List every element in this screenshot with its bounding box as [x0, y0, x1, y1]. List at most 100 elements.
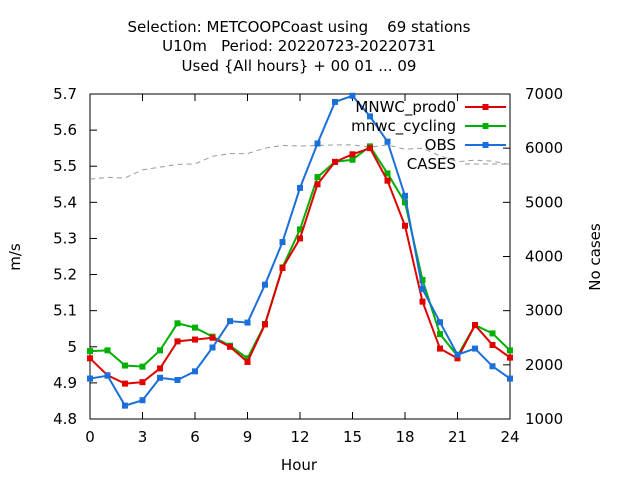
- y-tick-label: 5.4: [53, 193, 77, 211]
- x-tick-label: 15: [343, 428, 362, 446]
- legend-marker-obs: [482, 142, 489, 148]
- y-axis-label: m/s: [6, 243, 24, 271]
- data-point-mnwc-prod0: [314, 181, 321, 188]
- y-tick-label: 4.8: [53, 410, 77, 428]
- data-point-mnwc-prod0: [454, 355, 461, 362]
- data-point-obs: [227, 318, 233, 325]
- y-tick-label: 5.2: [53, 266, 77, 284]
- data-point-obs: [332, 98, 338, 105]
- data-point-mnwc-cycling: [192, 324, 198, 331]
- data-point-mnwc-cycling: [349, 156, 356, 163]
- legend-marker-mnwc-cycling: [482, 123, 489, 129]
- data-point-obs: [402, 192, 408, 199]
- data-point-mnwc-prod0: [122, 380, 128, 387]
- x-tick-label: 9: [243, 428, 253, 446]
- data-point-obs: [244, 319, 251, 326]
- y2-tick-label: 6000: [525, 139, 563, 157]
- data-point-mnwc-prod0: [349, 151, 356, 158]
- data-point-mnwc-cycling: [384, 170, 391, 177]
- legend-label-mnwc-cycling: mnwc_cycling: [351, 117, 456, 136]
- data-point-mnwc-cycling: [314, 174, 321, 181]
- data-point-mnwc-cycling: [244, 355, 251, 362]
- legend-label-mnwc-prod0: MNWC_prod0: [355, 98, 456, 117]
- data-point-mnwc-cycling: [174, 320, 181, 327]
- series-line-mnwc-prod0: [89, 146, 511, 385]
- y-tick-label: 5.5: [53, 157, 77, 175]
- data-point-mnwc-cycling: [489, 330, 496, 337]
- y2-axis-label: No cases: [586, 223, 604, 291]
- x-tick-label: 24: [500, 428, 519, 446]
- data-point-obs: [419, 286, 426, 292]
- y2-tick-label: 3000: [525, 302, 563, 320]
- data-point-mnwc-prod0: [244, 358, 251, 365]
- chart-title: Selection: METCOOPCoast using 69 station…: [128, 18, 471, 75]
- x-tick-label: 21: [448, 428, 467, 446]
- data-point-obs: [262, 281, 268, 288]
- data-point-obs: [314, 140, 321, 147]
- y-tick-label: 5.6: [53, 121, 77, 139]
- data-point-obs: [104, 372, 111, 379]
- series-line-cases: [89, 144, 511, 180]
- data-point-mnwc-prod0: [384, 177, 391, 184]
- data-point-mnwc-prod0: [262, 321, 268, 328]
- data-point-obs: [472, 345, 478, 352]
- data-point-obs: [349, 92, 356, 99]
- data-point-mnwc-prod0: [332, 158, 338, 165]
- legend-marker-mnwc-prod0: [482, 104, 489, 110]
- title-line-3: Used {All hours} + 00 01 ... 09: [182, 57, 417, 75]
- data-point-mnwc-cycling: [139, 363, 146, 370]
- y2-tick-label: 4000: [525, 248, 563, 266]
- data-point-mnwc-prod0: [87, 355, 93, 362]
- data-point-mnwc-cycling: [104, 347, 111, 354]
- data-point-mnwc-prod0: [472, 322, 478, 329]
- data-point-obs: [384, 138, 391, 145]
- data-point-obs: [192, 368, 198, 375]
- data-point-mnwc-prod0: [227, 343, 233, 350]
- data-point-mnwc-cycling: [122, 362, 128, 369]
- x-tick-label: 18: [395, 428, 414, 446]
- data-point-obs: [454, 351, 461, 358]
- legend-label-cases: CASES: [407, 155, 456, 173]
- data-point-obs: [139, 397, 146, 404]
- data-point-mnwc-cycling: [402, 199, 408, 206]
- y-tick-label: 5.1: [53, 302, 77, 320]
- y2-tick-label: 2000: [525, 356, 563, 374]
- data-point-mnwc-prod0: [192, 336, 198, 343]
- data-point-obs: [122, 402, 128, 409]
- y-tick-label: 5: [67, 338, 77, 356]
- data-point-obs: [157, 374, 163, 381]
- y-tick-label: 5.3: [53, 229, 77, 247]
- data-point-obs: [507, 375, 513, 382]
- data-point-mnwc-prod0: [367, 145, 373, 152]
- data-point-obs: [437, 319, 443, 326]
- data-point-mnwc-prod0: [489, 341, 496, 348]
- data-point-mnwc-cycling: [297, 226, 303, 233]
- data-point-mnwc-cycling: [87, 348, 93, 355]
- data-point-mnwc-prod0: [139, 379, 146, 386]
- data-point-mnwc-prod0: [209, 334, 216, 341]
- x-axis-label: Hour: [281, 456, 318, 474]
- y2-tick-label: 7000: [525, 85, 563, 103]
- data-point-mnwc-prod0: [437, 345, 443, 352]
- data-point-mnwc-cycling: [419, 276, 426, 283]
- x-tick-label: 12: [290, 428, 309, 446]
- data-point-mnwc-cycling: [437, 331, 443, 338]
- y-tick-label: 4.9: [53, 374, 77, 392]
- data-point-obs: [297, 184, 303, 191]
- data-point-mnwc-prod0: [402, 222, 408, 229]
- data-point-mnwc-prod0: [157, 365, 163, 372]
- y2-tick-label: 1000: [525, 410, 563, 428]
- data-point-obs: [489, 363, 496, 370]
- tick-layer: 0 3 6 9 12 15 18 21 24 4.8 4.9 5 5.1 5.2 5.3 5.4 5.5 5.6 5…: [53, 85, 563, 446]
- y2-tick-label: 5000: [525, 193, 563, 211]
- data-point-obs: [87, 375, 93, 382]
- x-tick-label: 3: [138, 428, 148, 446]
- data-point-mnwc-cycling: [157, 347, 163, 354]
- data-point-obs: [174, 377, 181, 383]
- data-point-mnwc-prod0: [174, 338, 181, 345]
- series-layer: [87, 92, 513, 409]
- title-line-1: Selection: METCOOPCoast using 69 station…: [128, 18, 471, 36]
- legend-label-obs: OBS: [425, 136, 456, 154]
- x-tick-label: 0: [85, 428, 95, 446]
